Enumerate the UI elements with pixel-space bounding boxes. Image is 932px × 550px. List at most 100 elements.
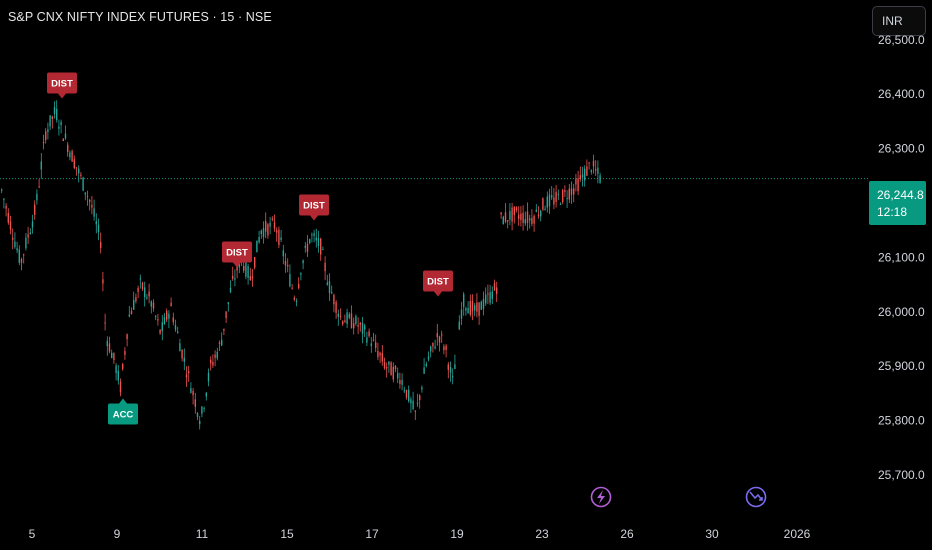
candle [139, 274, 141, 289]
candle [320, 237, 322, 261]
candle [27, 226, 29, 244]
candle-body [293, 297, 295, 300]
price-axis-label: 25,900.0 [878, 359, 925, 373]
candle [225, 311, 227, 323]
candle-body [557, 194, 559, 196]
candle [205, 391, 207, 401]
candle [328, 273, 331, 301]
candle-body [130, 311, 133, 315]
candle-body [410, 399, 412, 404]
candle-body [51, 116, 53, 119]
candle [210, 356, 212, 371]
candle [115, 363, 117, 381]
candle [531, 209, 533, 227]
candle-body [381, 353, 383, 362]
candle-body [170, 302, 172, 307]
candle-body [247, 266, 249, 278]
candle-body [192, 390, 194, 396]
candle [372, 332, 375, 342]
candle [258, 230, 260, 244]
candle-body [16, 248, 18, 251]
candle [293, 295, 295, 302]
candle-body [487, 293, 489, 295]
candle-body [507, 220, 509, 222]
candle [590, 169, 592, 175]
candle-body [315, 237, 317, 241]
price-axis-label: 25,800.0 [878, 414, 925, 428]
candle [256, 240, 258, 253]
candle [548, 188, 551, 215]
candle [430, 345, 432, 358]
candle-body [95, 221, 97, 225]
candle [306, 235, 309, 258]
candle-body [135, 297, 137, 302]
currency-button[interactable]: INR [872, 6, 926, 36]
candle [223, 328, 225, 335]
candle-body [12, 237, 14, 240]
candle-body [291, 287, 293, 289]
time-axis-label: 9 [114, 527, 121, 541]
candle [434, 339, 436, 350]
candle [568, 183, 570, 204]
candle [540, 209, 542, 222]
candle [465, 306, 467, 316]
candle [229, 280, 232, 294]
candle [311, 232, 313, 243]
candle [557, 189, 559, 201]
candle-body [146, 297, 148, 299]
candle-body [379, 352, 381, 356]
candle-body [304, 245, 306, 248]
candle-body [520, 213, 522, 221]
candle [355, 314, 357, 326]
candle [419, 394, 421, 409]
candle [544, 205, 546, 211]
candle-body [262, 228, 265, 237]
candle-body [227, 302, 229, 305]
candle-body [333, 294, 335, 305]
candle [438, 335, 441, 352]
candle [108, 336, 111, 354]
candle [40, 153, 42, 180]
candle-body [526, 211, 529, 224]
time-axis-label: 2026 [784, 527, 811, 541]
candle-body [458, 321, 460, 330]
candle-body [570, 188, 573, 195]
candle-body [148, 291, 150, 297]
candle-body [229, 287, 232, 293]
candle-body [139, 278, 141, 280]
candle [130, 307, 133, 315]
candle [3, 197, 5, 209]
candle [298, 277, 300, 290]
candle [269, 216, 271, 235]
candle-body [152, 302, 155, 309]
signal-box [47, 72, 77, 94]
candle [474, 302, 476, 317]
candle-body [221, 339, 223, 346]
candle-body [5, 205, 7, 209]
signal-label: DIST [226, 248, 248, 259]
candle [34, 200, 36, 220]
candle [410, 396, 412, 414]
lightning-icon[interactable] [590, 486, 612, 508]
candle-body [207, 372, 210, 382]
candle [346, 308, 348, 328]
dividend-arrow-icon[interactable] [745, 486, 767, 508]
candle-body [368, 331, 370, 337]
candle-body [113, 352, 115, 361]
candle [460, 301, 463, 326]
candle [463, 291, 465, 316]
candle-body [313, 233, 315, 236]
candle-body [401, 379, 403, 385]
candle-body [40, 161, 42, 170]
candle-body [463, 294, 465, 307]
candle [361, 316, 364, 344]
candle-body [249, 276, 251, 280]
candle-body [394, 365, 397, 370]
candle-body [199, 420, 201, 425]
candle-body [377, 350, 379, 358]
candle-body [218, 342, 221, 344]
countdown-value: 12:18 [877, 205, 907, 219]
candle-body [564, 190, 566, 192]
candle-body [575, 178, 577, 185]
